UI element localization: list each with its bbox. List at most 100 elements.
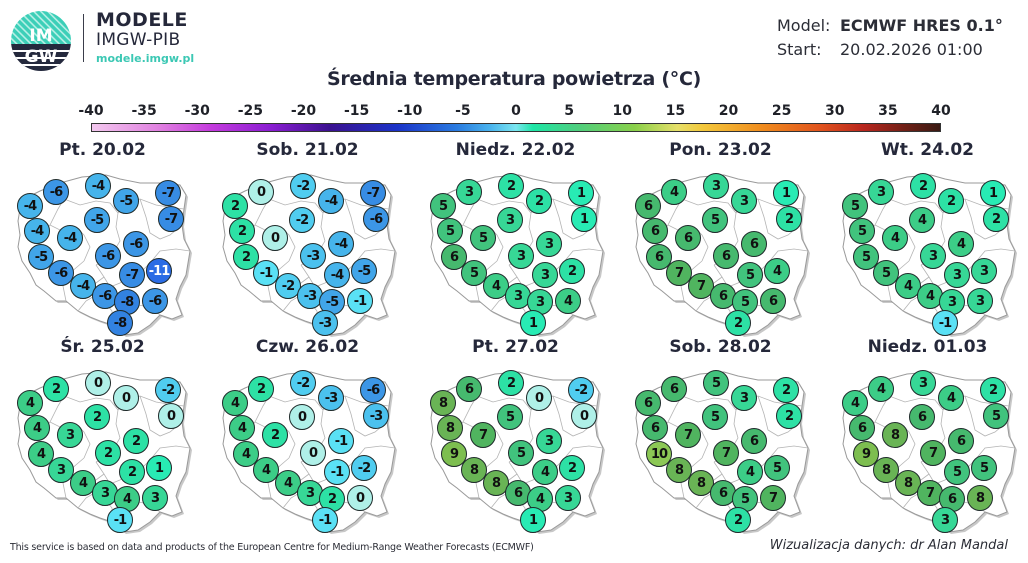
ecmwf-attribution: This service is based on data and produc… — [10, 542, 534, 553]
station-temperature: 2 — [498, 173, 524, 199]
scale-tick-label: 40 — [931, 103, 951, 119]
station-temperature: 2 — [43, 376, 69, 402]
station-temperature: 2 — [84, 404, 110, 430]
station-temperature: 6 — [849, 415, 875, 441]
station-temperature: -7 — [119, 262, 145, 288]
station-temperature: -7 — [155, 180, 181, 206]
svg-text:IM: IM — [29, 26, 52, 46]
panel-date-title: Śr. 25.02 — [60, 337, 145, 357]
station-temperature: 6 — [635, 193, 661, 219]
station-temperature: 0 — [158, 403, 184, 429]
station-temperature: 4 — [24, 415, 50, 441]
station-temperature: 5 — [470, 225, 496, 251]
station-temperature: -3 — [363, 403, 389, 429]
scale-tick-label: -25 — [237, 103, 264, 119]
station-temperature: 8 — [882, 422, 908, 448]
station-temperature: 2 — [233, 244, 259, 270]
panel-date-title: Czw. 26.02 — [255, 337, 360, 357]
station-temperature: 5 — [983, 403, 1009, 429]
station-temperature: -5 — [351, 258, 377, 284]
start-label: Start: — [777, 40, 822, 59]
station-temperature: -2 — [568, 377, 594, 403]
station-temperature: 4 — [948, 231, 974, 257]
station-temperature: -4 — [328, 231, 354, 257]
panel-date-title: Sob. 21.02 — [256, 140, 359, 160]
scale-tick-label: 0 — [511, 103, 521, 119]
station-temperature: 3 — [142, 485, 168, 511]
station-temperature: 6 — [760, 288, 786, 314]
station-temperature: 3 — [536, 231, 562, 257]
station-temperature: -4 — [17, 193, 43, 219]
brand-block: MODELE IMGW-PIB modele.imgw.pl — [96, 10, 194, 66]
start-value: 20.02.2026 01:00 — [840, 40, 983, 59]
panel-date-title: Niedz. 01.03 — [867, 337, 988, 357]
station-temperature: 2 — [983, 206, 1009, 232]
panel-date-title: Sob. 28.02 — [669, 337, 772, 357]
station-temperature: 5 — [437, 218, 463, 244]
station-temperature: 2 — [262, 422, 288, 448]
station-temperature: -6 — [363, 206, 389, 232]
station-temperature: 4 — [909, 207, 935, 233]
panel-date-title: Pt. 27.02 — [472, 337, 559, 357]
panel-date-title: Wt. 24.02 — [880, 140, 975, 160]
station-temperature: 3 — [731, 385, 757, 411]
station-temperature: 3 — [505, 283, 531, 309]
station-temperature: 5 — [497, 404, 523, 430]
station-temperature: -2 — [290, 173, 316, 199]
station-temperature: 2 — [938, 188, 964, 214]
station-temperature: 1 — [773, 180, 799, 206]
panel-date-title: Pt. 20.02 — [59, 140, 146, 160]
station-temperature: -11 — [146, 258, 172, 284]
station-temperature: -4 — [324, 262, 350, 288]
station-temperature: 4 — [764, 258, 790, 284]
chart-title: Średnia temperatura powietrza (°C) — [326, 68, 702, 90]
color-scale-labels: -40 -35 -30 -25 -20 -15 -10 -5 0 5 10 15 20 25 30 35 40 — [78, 103, 952, 121]
visualization-credit: Wizualizacja danych: dr Alan Mandal — [769, 538, 1008, 553]
model-info: Model: ECMWF HRES 0.1° Start: 20.02.2026… — [777, 14, 1003, 62]
station-temperature: 4 — [882, 225, 908, 251]
station-temperature: -7 — [158, 206, 184, 232]
station-temperature: 3 — [967, 288, 993, 314]
forecast-panel: Niedz. 22.02 3 2 5 2 1 5 3 1 5 3 6 3 5 3 2 4 3 3 4 1 — [413, 140, 618, 337]
station-temperature: 2 — [559, 455, 585, 481]
station-temperature: 5 — [461, 260, 487, 286]
scale-tick-label: -15 — [343, 103, 370, 119]
station-temperature: 6 — [505, 480, 531, 506]
station-temperature: 6 — [713, 243, 739, 269]
station-temperature: 2 — [776, 403, 802, 429]
station-temperature: 1 — [571, 206, 597, 232]
station-temperature: 3 — [532, 262, 558, 288]
station-temperature: 3 — [868, 179, 894, 205]
station-temperature: 5 — [873, 260, 899, 286]
scale-tick-label: 25 — [771, 103, 792, 119]
station-temperature: 4 — [229, 415, 255, 441]
station-temperature: 5 — [971, 455, 997, 481]
station-temperature: 3 — [731, 188, 757, 214]
station-temperature: 4 — [868, 376, 894, 402]
scale-tick-label: -35 — [131, 103, 157, 119]
station-temperature: 5 — [944, 459, 970, 485]
station-temperature: 3 — [48, 457, 74, 483]
station-temperature: 8 — [437, 415, 463, 441]
panel-date-title: Pon. 23.02 — [669, 140, 772, 160]
station-temperature: 4 — [917, 283, 943, 309]
station-temperature: -1 — [107, 507, 133, 533]
station-temperature: 3 — [920, 243, 946, 269]
model-label: Model: — [777, 16, 831, 35]
scale-tick-label: 30 — [825, 103, 845, 119]
station-temperature: -3 — [318, 385, 344, 411]
station-temperature: -2 — [289, 207, 315, 233]
station-temperature: 6 — [642, 218, 668, 244]
brand-url-link[interactable]: modele.imgw.pl — [96, 52, 195, 65]
brand-subtitle: IMGW-PIB — [96, 30, 181, 50]
station-temperature: 0 — [526, 385, 552, 411]
svg-text:GW: GW — [25, 47, 58, 67]
station-temperature: 6 — [710, 283, 736, 309]
station-temperature: -6 — [123, 231, 149, 257]
station-temperature: -8 — [107, 310, 133, 336]
station-temperature: 0 — [571, 403, 597, 429]
station-temperature: 4 — [275, 470, 301, 496]
forecast-panel: Niedz. 01.03 4 3 4 4 2 6 6 5 8 6 9 7 8 5 5 8 7 6 8 3 — [825, 337, 1028, 534]
station-temperature: 4 — [17, 390, 43, 416]
station-temperature: 7 — [713, 440, 739, 466]
